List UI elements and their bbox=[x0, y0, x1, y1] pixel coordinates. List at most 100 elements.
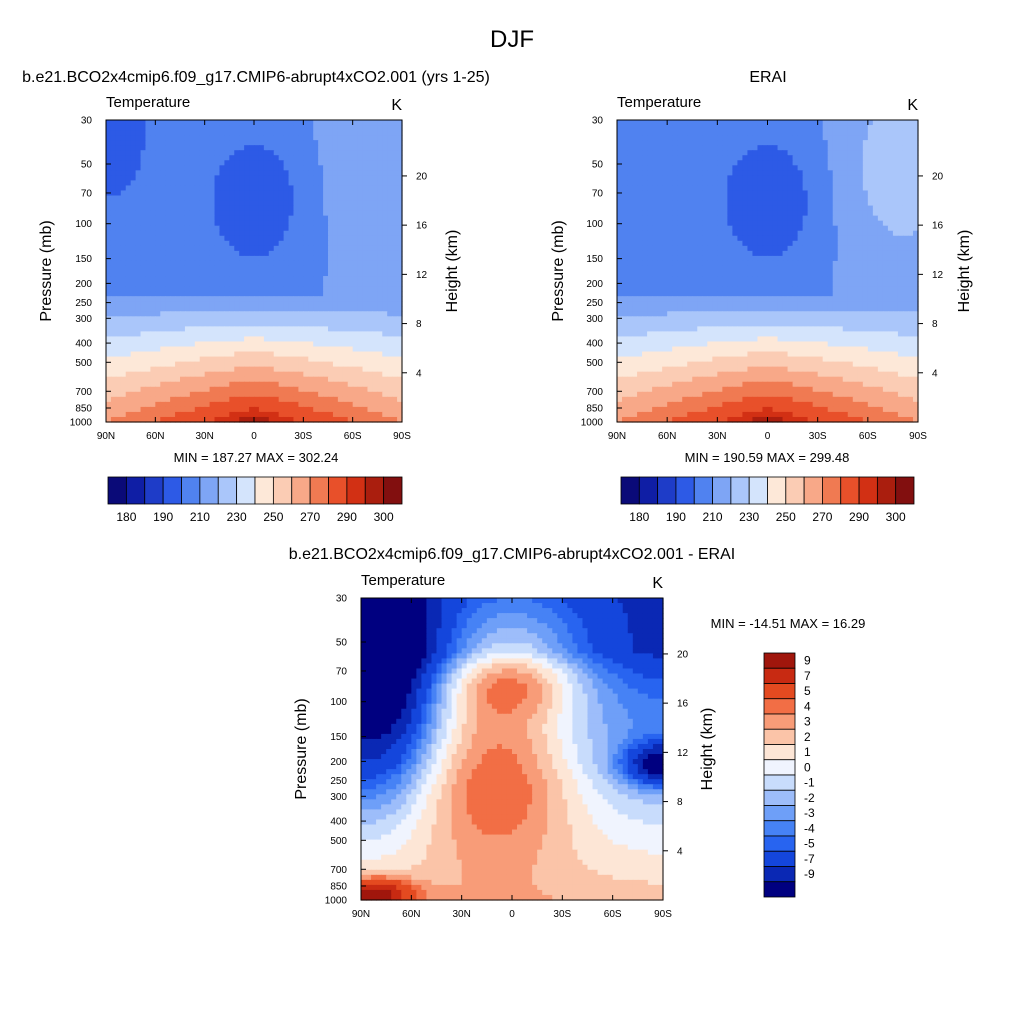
heatmap-cell bbox=[842, 120, 849, 126]
heatmap-cell bbox=[199, 170, 206, 176]
heatmap-cell bbox=[727, 190, 733, 197]
heatmap-cell bbox=[367, 220, 373, 227]
heatmap-cell bbox=[352, 401, 359, 408]
heatmap-cell bbox=[268, 245, 275, 252]
heatmap-cell bbox=[268, 411, 275, 418]
heatmap-cell bbox=[352, 245, 359, 252]
heatmap-cell bbox=[392, 135, 398, 141]
heatmap-cell bbox=[150, 311, 156, 317]
heatmap-cell bbox=[652, 160, 658, 166]
heatmap-cell bbox=[797, 180, 804, 187]
heatmap-cell bbox=[732, 205, 738, 212]
heatmap-cell bbox=[792, 225, 799, 232]
heatmap-cell bbox=[722, 175, 728, 181]
heatmap-cell bbox=[135, 296, 142, 302]
heatmap-cell bbox=[219, 336, 225, 343]
heatmap-cell bbox=[155, 331, 161, 338]
heatmap-cell bbox=[318, 170, 324, 176]
heatmap-cell bbox=[318, 306, 324, 312]
heatmap-cell bbox=[337, 185, 344, 192]
heatmap-cell bbox=[199, 135, 206, 141]
heatmap-cell bbox=[742, 225, 749, 232]
heatmap-cell bbox=[239, 281, 245, 287]
heatmap-cell bbox=[397, 240, 403, 247]
heatmap-cell bbox=[125, 396, 132, 403]
heatmap-cell bbox=[115, 230, 122, 237]
heatmap-cell bbox=[328, 271, 334, 277]
heatmap-cell bbox=[140, 291, 147, 297]
heatmap-cell bbox=[372, 165, 378, 171]
heatmap-cell bbox=[110, 210, 117, 217]
heatmap-cell bbox=[184, 351, 191, 358]
heatmap-cell bbox=[170, 411, 176, 418]
heatmap-cell bbox=[160, 185, 166, 192]
x-tick-label: 60N bbox=[146, 431, 164, 442]
heatmap-cell bbox=[812, 180, 819, 187]
heatmap-cell bbox=[362, 240, 369, 247]
heatmap-cell bbox=[313, 311, 319, 317]
heatmap-cell bbox=[244, 376, 250, 383]
heatmap-cell bbox=[672, 130, 678, 136]
heatmap-cell bbox=[145, 306, 151, 312]
heatmap-cell bbox=[308, 230, 314, 237]
heatmap-cell bbox=[268, 180, 275, 187]
heatmap-cell bbox=[912, 130, 919, 136]
heatmap-cell bbox=[303, 376, 309, 383]
heatmap-cell bbox=[254, 230, 260, 237]
heatmap-cell bbox=[637, 165, 643, 171]
heatmap-cell bbox=[857, 140, 864, 146]
heatmap-cell bbox=[204, 255, 211, 262]
heatmap-cell bbox=[328, 411, 334, 418]
heatmap-cell bbox=[180, 135, 186, 141]
heatmap-cell bbox=[110, 411, 117, 418]
heatmap-cell bbox=[135, 336, 142, 343]
heatmap-cell bbox=[842, 125, 849, 131]
heatmap-cell bbox=[367, 120, 373, 126]
heatmap-cell bbox=[692, 190, 698, 197]
heatmap-cell bbox=[268, 351, 275, 358]
heatmap-cell bbox=[812, 225, 819, 232]
heatmap-cell bbox=[367, 175, 373, 181]
heatmap-cell bbox=[298, 336, 304, 343]
heatmap-cell bbox=[842, 195, 849, 202]
heatmap-cell bbox=[697, 120, 703, 126]
heatmap-cell bbox=[180, 200, 186, 207]
heatmap-cell bbox=[184, 306, 191, 312]
heatmap-cell bbox=[377, 286, 383, 292]
heatmap-cell bbox=[732, 150, 738, 156]
heatmap-cell bbox=[837, 185, 844, 192]
heatmap-cell bbox=[792, 140, 799, 146]
heatmap-cell bbox=[697, 155, 703, 161]
heatmap-cell bbox=[872, 205, 879, 212]
heatmap-cell bbox=[867, 210, 874, 217]
heatmap-cell bbox=[268, 316, 275, 322]
heatmap-cell bbox=[249, 396, 255, 403]
heatmap-cell bbox=[165, 240, 171, 247]
heatmap-cell bbox=[377, 391, 383, 398]
heatmap-cell bbox=[150, 411, 156, 418]
heatmap-cell bbox=[847, 120, 854, 126]
heatmap-cell bbox=[194, 250, 201, 257]
heatmap-cell bbox=[170, 195, 176, 202]
heatmap-cell bbox=[352, 265, 359, 272]
heatmap-cell bbox=[234, 210, 240, 217]
heatmap-cell bbox=[712, 185, 718, 192]
heatmap-cell bbox=[219, 155, 225, 161]
heatmap-cell bbox=[254, 361, 260, 368]
heatmap-cell bbox=[318, 291, 324, 297]
heatmap-cell bbox=[175, 140, 181, 146]
heatmap-cell bbox=[303, 225, 309, 232]
heatmap-cell bbox=[367, 301, 373, 307]
heatmap-cell bbox=[283, 361, 290, 368]
heatmap-cell bbox=[283, 411, 290, 418]
heatmap-cell bbox=[352, 120, 359, 126]
heatmap-cell bbox=[125, 346, 132, 353]
heatmap-cell bbox=[135, 220, 142, 227]
heatmap-cell bbox=[727, 165, 733, 171]
heatmap-cell bbox=[303, 255, 309, 262]
heatmap-cell bbox=[777, 180, 784, 187]
heatmap-cell bbox=[632, 135, 638, 141]
heatmap-cell bbox=[637, 150, 643, 156]
heatmap-cell bbox=[842, 170, 849, 176]
heatmap-cell bbox=[239, 416, 245, 423]
